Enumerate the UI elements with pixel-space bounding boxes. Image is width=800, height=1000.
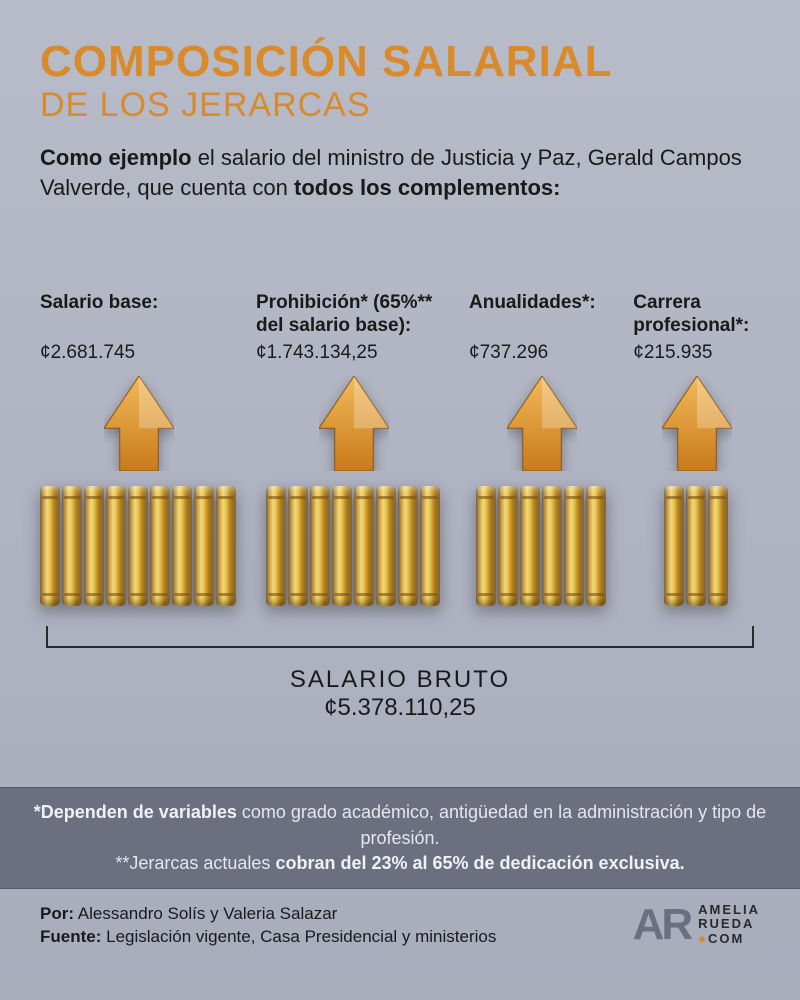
coin-icon	[520, 486, 540, 606]
coin-icon	[376, 486, 396, 606]
coin-stack	[664, 486, 730, 606]
footnote-2: **Jerarcas actuales cobran del 23% al 65…	[30, 851, 770, 876]
footnotes: *Dependen de variables como grado académ…	[0, 787, 800, 889]
logo-initials: AR	[633, 907, 691, 942]
up-arrow-icon	[104, 376, 174, 471]
arrow-wrap	[319, 376, 389, 476]
coin-icon	[40, 486, 60, 606]
coin-stack	[266, 486, 442, 606]
coin-icon	[128, 486, 148, 606]
coin-icon	[586, 486, 606, 606]
title-line2: DE LOS JERARCAS	[40, 86, 760, 125]
component-value: ¢215.935	[633, 342, 712, 364]
component-value: ¢737.296	[469, 342, 548, 364]
component-value: ¢2.681.745	[40, 342, 135, 364]
component-2: Anualidades*:¢737.296	[469, 292, 615, 606]
up-arrow-icon	[319, 376, 389, 471]
bracket-line	[46, 626, 754, 648]
coin-icon	[354, 486, 374, 606]
coin-icon	[476, 486, 496, 606]
logo-dot-icon: ●	[698, 931, 708, 946]
arrow-wrap	[662, 376, 732, 476]
arrow-wrap	[104, 376, 174, 476]
credits-source: Fuente: Legislación vigente, Casa Presid…	[40, 926, 496, 949]
total-value: ¢5.378.110,25	[40, 694, 760, 722]
footnote-1: *Dependen de variables como grado académ…	[30, 800, 770, 850]
brand-logo: AR AMELIA RUEDA ●COM	[633, 903, 760, 946]
arrow-wrap	[507, 376, 577, 476]
coin-icon	[194, 486, 214, 606]
coin-icon	[172, 486, 192, 606]
coin-icon	[310, 486, 330, 606]
coin-icon	[564, 486, 584, 606]
bracket-area	[40, 626, 760, 656]
total-label: SALARIO BRUTO	[40, 666, 760, 694]
coin-stack	[476, 486, 608, 606]
intro-text: Como ejemplo el salario del ministro de …	[40, 143, 760, 202]
up-arrow-icon	[662, 376, 732, 471]
coin-icon	[498, 486, 518, 606]
coin-icon	[420, 486, 440, 606]
coin-stack	[40, 486, 238, 606]
component-label: Carrera profesional*:	[633, 292, 760, 340]
coin-icon	[266, 486, 286, 606]
footer: Por: Alessandro Solís y Valeria Salazar …	[0, 889, 800, 949]
coin-icon	[150, 486, 170, 606]
coin-icon	[332, 486, 352, 606]
chart-area: Salario base:¢2.681.745 Prohibición* (65…	[40, 292, 760, 606]
component-value: ¢1.743.134,25	[256, 342, 378, 364]
coin-icon	[288, 486, 308, 606]
component-1: Prohibición* (65%** del salario base):¢1…	[256, 292, 451, 606]
credits: Por: Alessandro Solís y Valeria Salazar …	[40, 903, 496, 949]
component-label: Prohibición* (65%** del salario base):	[256, 292, 451, 340]
component-label: Anualidades*:	[469, 292, 596, 340]
intro-bold-suffix: todos los complementos:	[294, 175, 560, 200]
component-0: Salario base:¢2.681.745	[40, 292, 238, 606]
coin-icon	[398, 486, 418, 606]
coin-icon	[708, 486, 728, 606]
coin-icon	[216, 486, 236, 606]
title-line1: COMPOSICIÓN SALARIAL	[40, 40, 760, 84]
component-3: Carrera profesional*:¢215.935	[633, 292, 760, 606]
coin-icon	[84, 486, 104, 606]
logo-text: AMELIA RUEDA ●COM	[698, 903, 760, 946]
coin-icon	[542, 486, 562, 606]
coin-icon	[106, 486, 126, 606]
coin-icon	[62, 486, 82, 606]
up-arrow-icon	[507, 376, 577, 471]
credits-by: Por: Alessandro Solís y Valeria Salazar	[40, 903, 496, 926]
intro-bold-prefix: Como ejemplo	[40, 145, 192, 170]
coin-icon	[686, 486, 706, 606]
total-block: SALARIO BRUTO ¢5.378.110,25	[40, 666, 760, 722]
coin-icon	[664, 486, 684, 606]
component-label: Salario base:	[40, 292, 158, 340]
